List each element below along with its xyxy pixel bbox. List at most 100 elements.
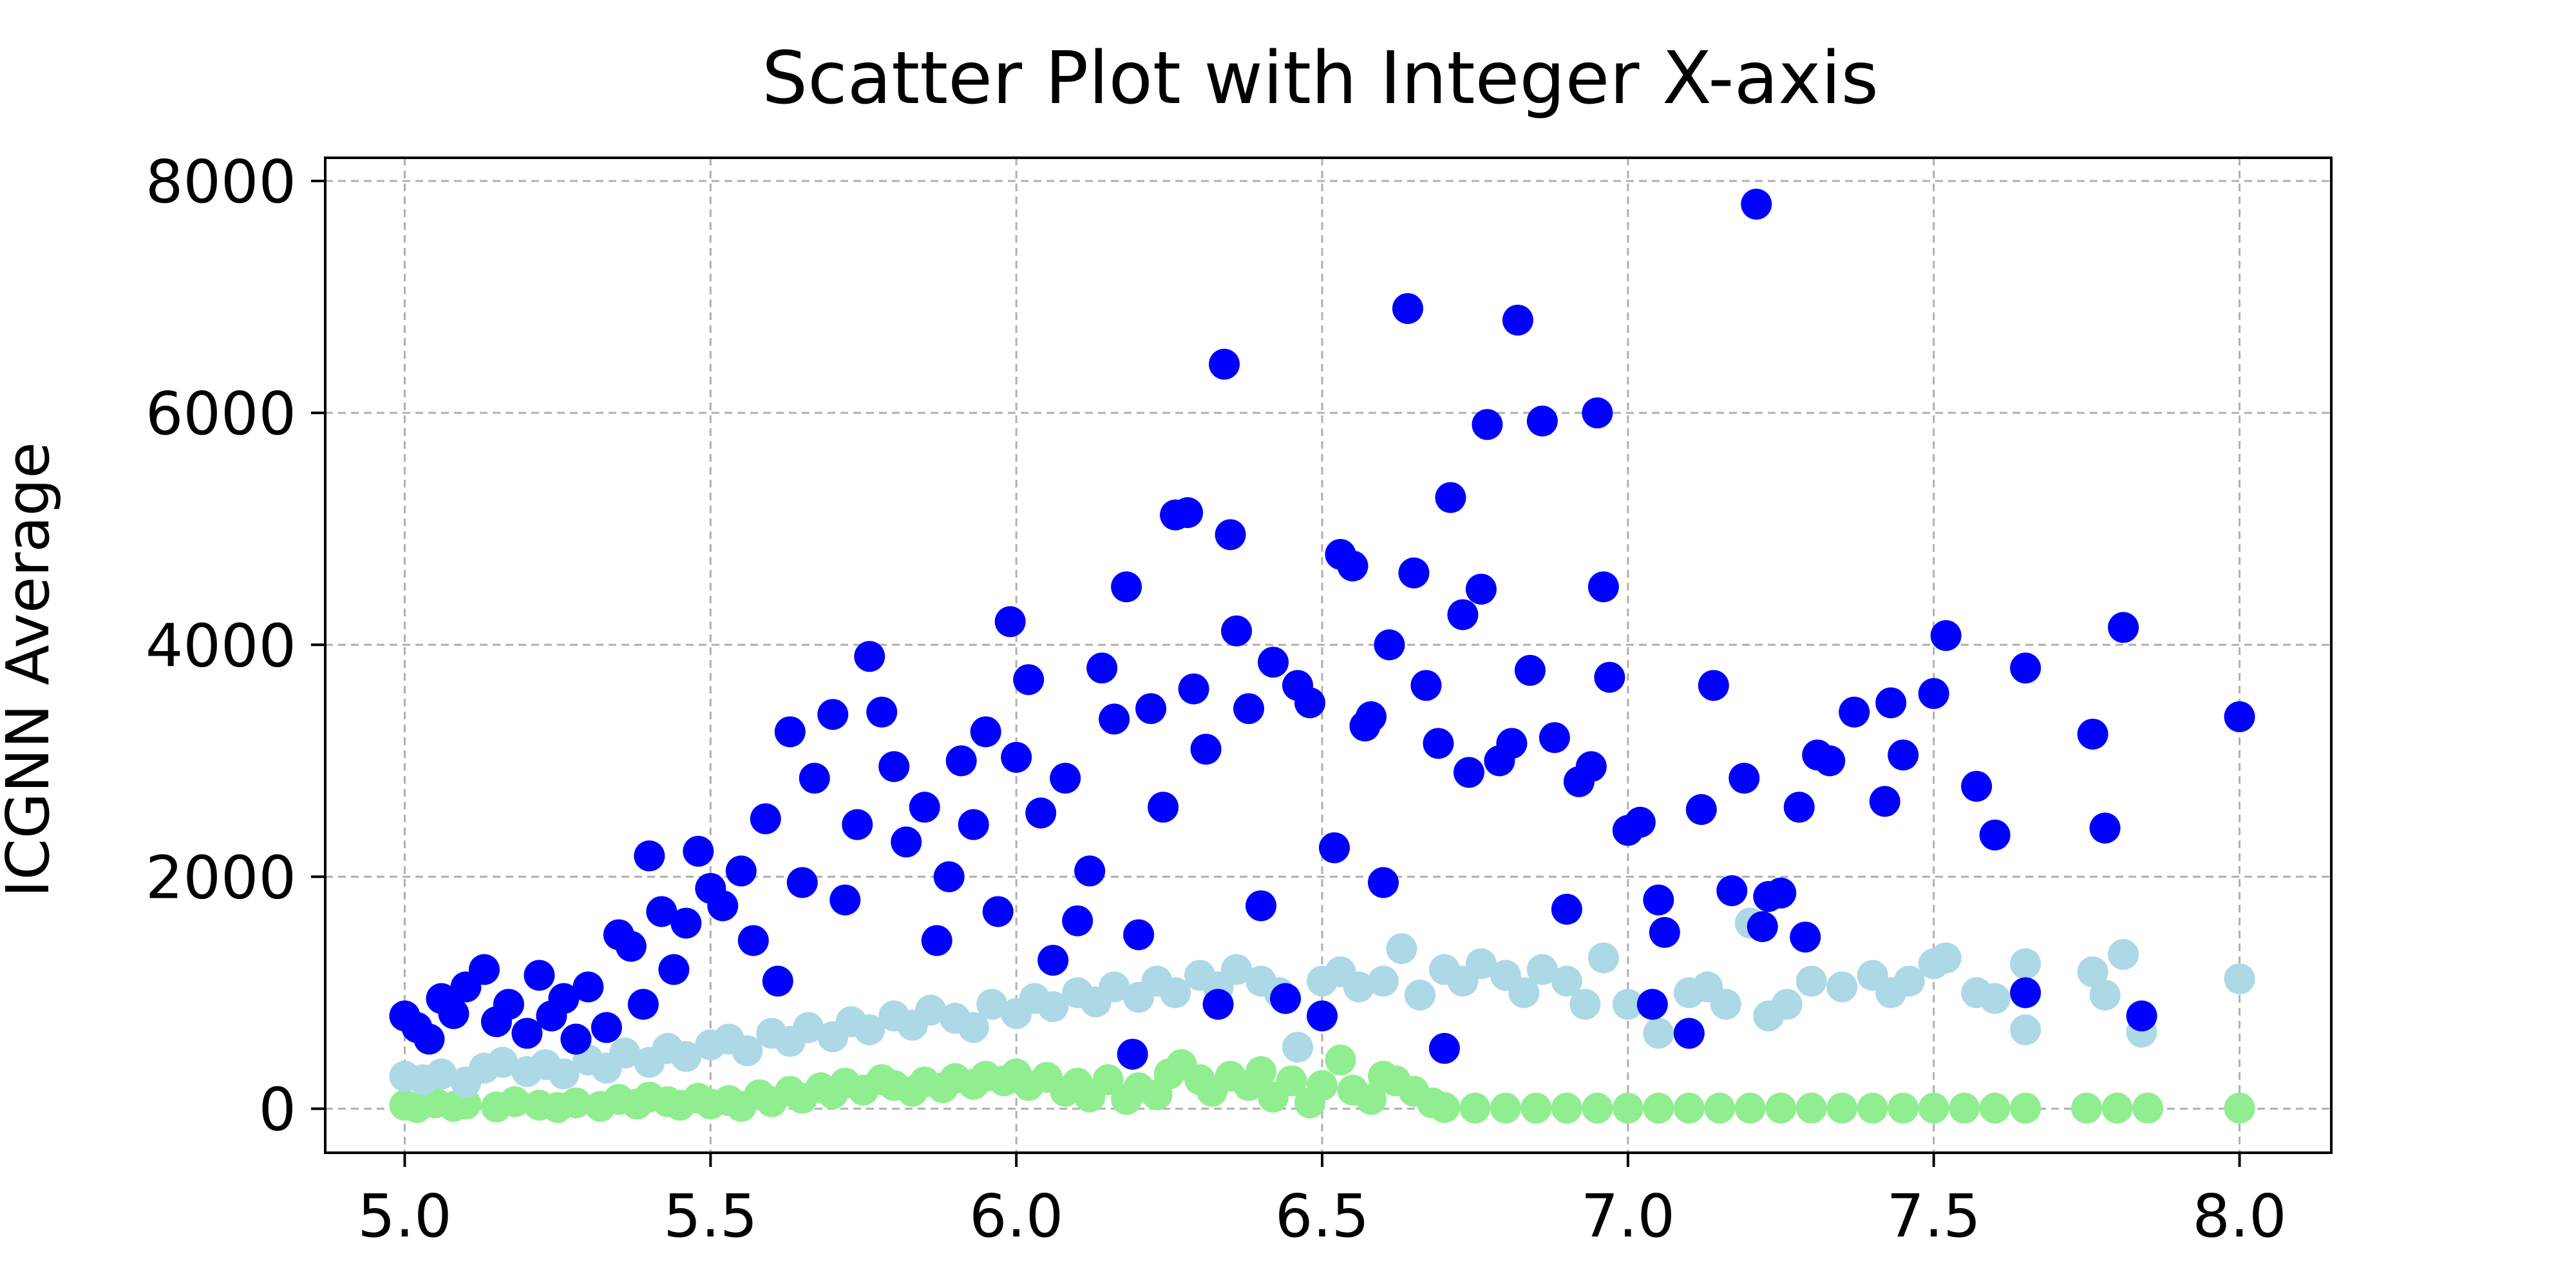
data-point-series-2	[1587, 942, 1619, 974]
data-point-series-2	[548, 1058, 580, 1090]
data-point-series-1	[1979, 1092, 2011, 1124]
data-point-series-3	[1190, 734, 1222, 765]
y-tick-label: 0	[258, 1075, 296, 1144]
data-point-series-2	[1343, 971, 1374, 1003]
data-point-series-3	[1649, 916, 1680, 948]
data-point-series-3	[1636, 989, 1668, 1020]
data-point-series-3	[725, 855, 757, 887]
data-point-series-3	[1221, 615, 1253, 647]
data-point-series-2	[1612, 989, 1643, 1020]
data-points	[389, 189, 2255, 1124]
x-tick-label: 6.0	[969, 1182, 1063, 1251]
data-point-series-3	[2108, 612, 2139, 643]
data-point-series-1	[2010, 1092, 2041, 1124]
data-point-series-3	[1551, 893, 1582, 925]
data-point-series-3	[1435, 482, 1466, 513]
x-tick-label: 8.0	[2192, 1182, 2286, 1251]
data-point-series-3	[762, 965, 793, 997]
data-point-series-1	[1276, 1065, 1307, 1097]
data-point-series-2	[609, 1037, 641, 1069]
data-point-series-2	[1795, 965, 1827, 997]
data-point-series-2	[1386, 933, 1417, 965]
x-tick-label: 5.5	[663, 1182, 757, 1251]
data-point-series-3	[829, 884, 861, 916]
data-point-series-3	[591, 1012, 622, 1043]
data-point-series-3	[1582, 397, 1613, 429]
data-point-series-3	[707, 890, 739, 922]
data-point-series-3	[891, 826, 922, 858]
data-point-series-2	[732, 1035, 763, 1066]
data-point-series-3	[1514, 654, 1546, 686]
y-axis-label: ICGNN Average	[0, 442, 62, 897]
data-point-series-1	[1325, 1044, 1356, 1075]
data-point-series-3	[945, 745, 977, 777]
data-point-series-3	[2010, 977, 2041, 1009]
data-point-series-2	[1221, 954, 1253, 985]
data-point-series-2	[2010, 1014, 2041, 1046]
data-point-series-3	[1961, 770, 1993, 802]
data-point-series-3	[737, 925, 769, 956]
y-tick-label: 4000	[146, 611, 296, 680]
data-point-series-2	[958, 1012, 989, 1043]
data-point-series-1	[1245, 1056, 1277, 1087]
data-point-series-1	[2132, 1092, 2164, 1124]
data-point-series-3	[1307, 1000, 1338, 1032]
data-point-series-1	[1888, 1092, 1919, 1124]
data-point-series-3	[1698, 670, 1729, 701]
data-point-series-3	[750, 803, 781, 835]
data-point-series-2	[854, 1014, 886, 1046]
data-point-series-2	[1710, 989, 1741, 1020]
data-point-series-1	[1826, 1092, 1858, 1124]
data-point-series-3	[1086, 652, 1118, 684]
data-point-series-3	[1869, 786, 1900, 817]
data-point-series-3	[1685, 793, 1717, 825]
data-point-series-3	[438, 998, 469, 1029]
data-point-series-3	[1258, 647, 1289, 678]
data-point-series-3	[1643, 884, 1674, 916]
data-point-series-3	[1178, 673, 1209, 705]
data-point-series-3	[1888, 739, 1919, 771]
data-point-series-3	[799, 762, 830, 794]
data-point-series-3	[842, 809, 873, 840]
data-point-series-3	[933, 861, 965, 893]
data-point-series-3	[2010, 652, 2041, 684]
data-point-series-3	[1930, 620, 1962, 651]
data-point-series-2	[2224, 963, 2255, 994]
data-point-series-3	[548, 983, 580, 1014]
data-point-series-3	[1245, 890, 1277, 922]
data-point-series-3	[627, 989, 659, 1020]
data-point-series-3	[1074, 855, 1106, 887]
data-point-series-3	[1050, 762, 1081, 794]
data-point-series-3	[1447, 599, 1479, 630]
data-point-series-3	[1148, 791, 1179, 823]
data-point-series-3	[1587, 571, 1619, 603]
data-point-series-3	[1502, 305, 1533, 336]
data-point-series-1	[1355, 1084, 1387, 1115]
data-point-series-3	[573, 971, 604, 1003]
data-point-series-3	[1270, 983, 1302, 1014]
data-point-series-3	[1117, 1038, 1148, 1070]
data-point-series-3	[1318, 832, 1350, 864]
data-point-series-1	[1307, 1070, 1338, 1101]
data-point-series-2	[1508, 977, 1540, 1009]
data-point-series-3	[1918, 677, 1949, 709]
data-point-series-3	[1294, 687, 1326, 719]
data-point-series-3	[958, 809, 989, 840]
data-point-series-1	[1949, 1092, 1980, 1124]
data-point-series-2	[1930, 942, 1962, 974]
data-point-series-3	[1202, 989, 1234, 1020]
data-point-series-3	[1575, 751, 1607, 782]
data-point-series-2	[1465, 948, 1497, 980]
data-point-series-3	[1526, 405, 1558, 437]
data-point-series-2	[1404, 980, 1435, 1011]
data-point-series-2	[1526, 954, 1558, 985]
data-point-series-2	[1367, 965, 1399, 997]
x-tick-label: 5.0	[357, 1182, 451, 1251]
data-point-series-3	[1123, 919, 1155, 951]
data-point-series-3	[634, 840, 665, 872]
data-point-series-2	[2089, 980, 2121, 1011]
data-point-series-3	[786, 867, 818, 898]
data-point-series-3	[511, 1018, 543, 1049]
data-point-series-3	[1783, 791, 1815, 823]
data-point-series-3	[866, 696, 898, 728]
